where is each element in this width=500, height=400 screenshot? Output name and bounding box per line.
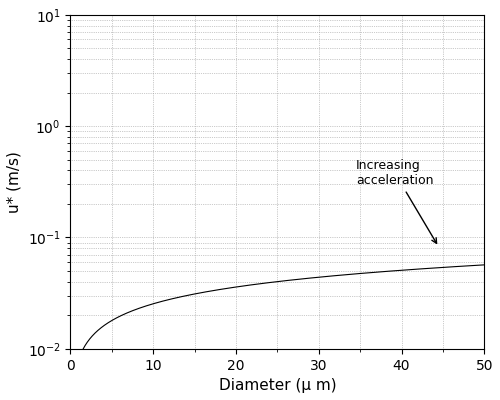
Text: Increasing
acceleration: Increasing acceleration: [356, 159, 436, 243]
Y-axis label: u* (m/s): u* (m/s): [7, 151, 22, 213]
X-axis label: Diameter (μ m): Diameter (μ m): [218, 378, 336, 393]
